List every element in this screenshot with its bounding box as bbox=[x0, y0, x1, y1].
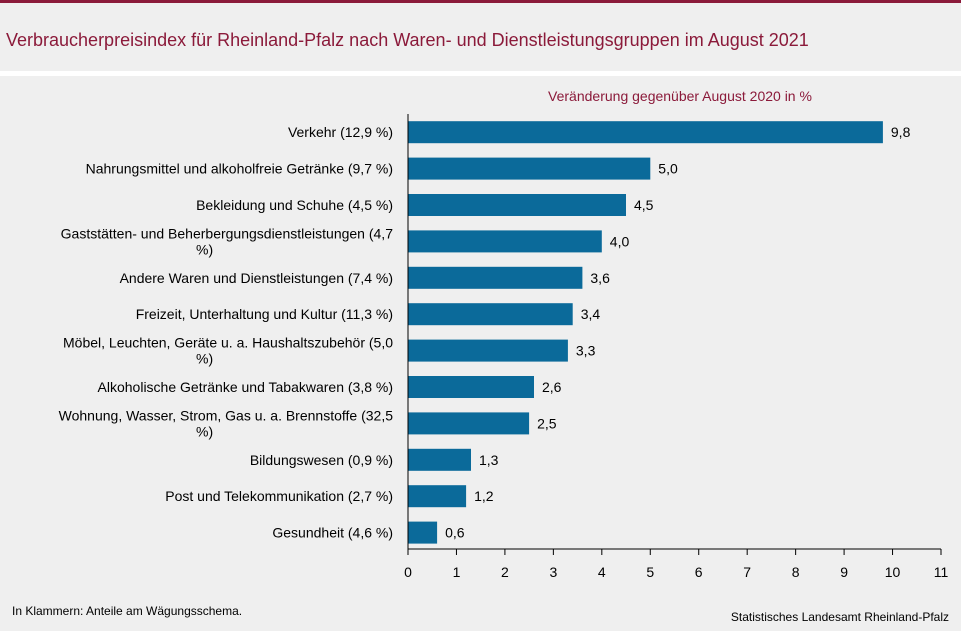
bar-9 bbox=[408, 448, 471, 471]
bar-10 bbox=[408, 485, 467, 508]
value-label-4: 3,6 bbox=[590, 270, 610, 286]
chart-title: Verbraucherpreisindex für Rheinland-Pfal… bbox=[6, 30, 809, 50]
x-tick-label-1: 1 bbox=[453, 564, 461, 580]
x-tick-label-2: 2 bbox=[501, 564, 509, 580]
footnote: In Klammern: Anteile am Wägungsschema. bbox=[12, 604, 243, 618]
category-label-7: Alkoholische Getränke und Tabakwaren (3,… bbox=[98, 379, 393, 395]
bar-4 bbox=[408, 266, 583, 289]
category-label-11: Gesundheit (4,6 %) bbox=[272, 525, 393, 541]
chart-subtitle: Veränderung gegenüber August 2020 in % bbox=[548, 88, 812, 104]
x-tick-label-5: 5 bbox=[646, 564, 654, 580]
x-tick-label-6: 6 bbox=[695, 564, 703, 580]
category-label-4: Andere Waren und Dienstleistungen (7,4 %… bbox=[120, 270, 393, 286]
x-tick-label-0: 0 bbox=[404, 564, 412, 580]
category-label-3-line-0: Gaststätten- und Beherbergungsdienstleis… bbox=[61, 225, 394, 241]
bar-1 bbox=[408, 157, 651, 180]
value-label-11: 0,6 bbox=[445, 525, 465, 541]
x-tick-label-7: 7 bbox=[743, 564, 751, 580]
value-label-10: 1,2 bbox=[474, 488, 494, 504]
category-label-1: Nahrungsmittel und alkoholfreie Getränke… bbox=[86, 161, 393, 177]
category-label-3-line-1: %) bbox=[196, 241, 213, 257]
bar-7 bbox=[408, 376, 534, 398]
x-tick-label-11: 11 bbox=[934, 564, 949, 580]
category-label-2: Bekleidung und Schuhe (4,5 %) bbox=[196, 197, 393, 213]
source-credit: Statistisches Landesamt Rheinland-Pfalz bbox=[730, 610, 949, 624]
category-label-8-line-1: %) bbox=[196, 423, 213, 439]
x-tick-label-9: 9 bbox=[840, 564, 848, 580]
value-label-9: 1,3 bbox=[479, 452, 499, 468]
category-label-0: Verkehr (12,9 %) bbox=[288, 124, 393, 140]
bar-11 bbox=[408, 521, 438, 544]
category-label-9: Bildungswesen (0,9 %) bbox=[250, 452, 393, 468]
value-label-5: 3,4 bbox=[581, 306, 601, 322]
bar-0 bbox=[408, 121, 883, 144]
value-label-2: 4,5 bbox=[634, 197, 654, 213]
value-label-6: 3,3 bbox=[576, 343, 596, 359]
value-label-3: 4,0 bbox=[610, 233, 630, 249]
value-label-1: 5,0 bbox=[658, 161, 678, 177]
value-label-7: 2,6 bbox=[542, 379, 562, 395]
bar-3 bbox=[408, 230, 602, 253]
bar-2 bbox=[408, 194, 626, 216]
header-separator bbox=[0, 71, 961, 76]
value-label-8: 2,5 bbox=[537, 415, 557, 431]
top-rule bbox=[0, 0, 961, 3]
category-label-10: Post und Telekommunikation (2,7 %) bbox=[165, 488, 393, 504]
x-tick-label-4: 4 bbox=[598, 564, 606, 580]
category-label-6-line-0: Möbel, Leuchten, Geräte u. a. Haushaltsz… bbox=[63, 335, 393, 351]
value-label-0: 9,8 bbox=[891, 124, 911, 140]
x-tick-label-3: 3 bbox=[550, 564, 558, 580]
category-label-5: Freizeit, Unterhaltung und Kultur (11,3 … bbox=[136, 306, 393, 322]
x-tick-label-8: 8 bbox=[792, 564, 800, 580]
bar-5 bbox=[408, 303, 573, 326]
bar-8 bbox=[408, 412, 530, 435]
category-label-6-line-1: %) bbox=[196, 351, 213, 367]
category-label-8-line-0: Wohnung, Wasser, Strom, Gas u. a. Brenns… bbox=[59, 407, 394, 423]
bar-6 bbox=[408, 339, 568, 362]
x-tick-label-10: 10 bbox=[885, 564, 901, 580]
